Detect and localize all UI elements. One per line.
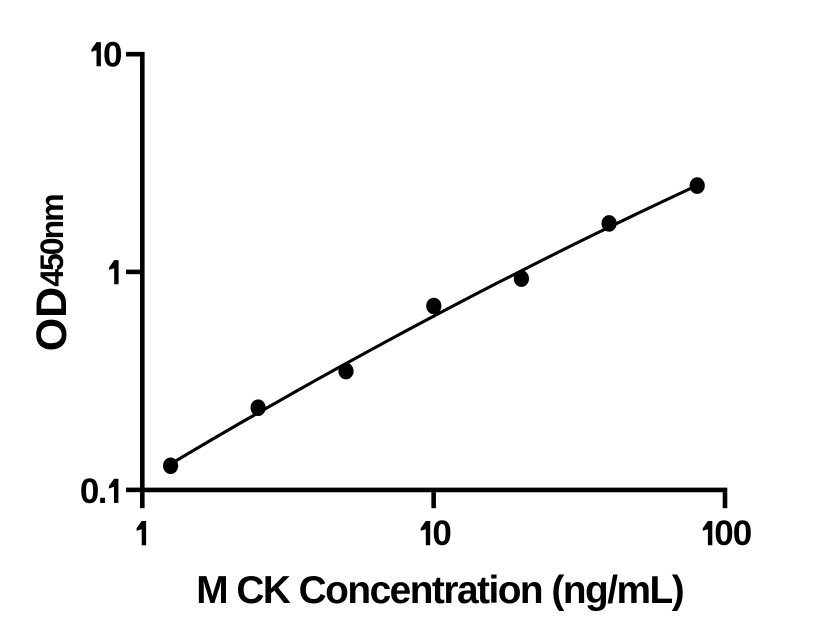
svg-text:M CK Concentration (ng/mL): M CK Concentration (ng/mL)	[196, 569, 683, 612]
svg-text:0: 0	[432, 514, 451, 553]
svg-text:0.: 0.	[80, 472, 106, 511]
svg-text:0: 0	[103, 35, 122, 74]
svg-text:00: 00	[714, 514, 751, 553]
svg-text:OD450nm: OD450nm	[28, 195, 76, 351]
